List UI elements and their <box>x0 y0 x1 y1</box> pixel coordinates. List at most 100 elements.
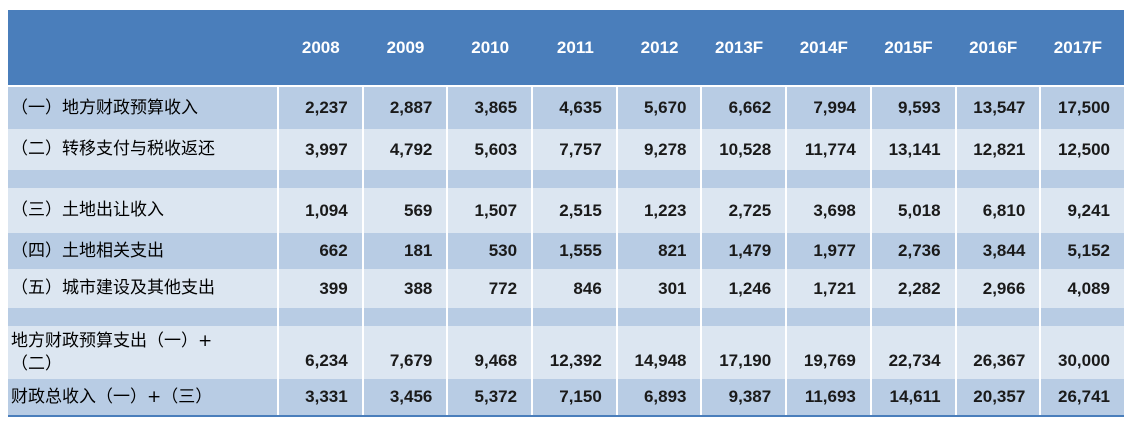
cell-value: 5,670 <box>615 87 701 129</box>
cell-value: 846 <box>531 269 616 308</box>
cell-value: 30,000 <box>1039 326 1124 379</box>
cell-value: 181 <box>361 233 447 269</box>
cell-value: 662 <box>277 233 362 269</box>
table-row: （三）土地出让收入 1,094 569 1,507 2,515 1,223 2,725 3,6… <box>8 188 1124 233</box>
cell-value: 5,018 <box>869 188 955 233</box>
cell-value: 12,392 <box>531 326 616 379</box>
cell-value <box>361 308 447 326</box>
cell-value: 14,611 <box>869 379 955 415</box>
cell-value <box>277 170 362 188</box>
cell-value: 7,994 <box>785 87 870 129</box>
cell-value: 4,089 <box>1039 269 1124 308</box>
cell-value: 399 <box>277 269 362 308</box>
cell-value: 7,679 <box>361 326 447 379</box>
cell-value: 17,500 <box>1039 87 1124 129</box>
cell-value: 17,190 <box>700 326 785 379</box>
cell-value: 301 <box>615 269 701 308</box>
cell-value: 12,821 <box>954 129 1040 170</box>
cell-value: 13,141 <box>869 129 955 170</box>
year-header: 2016F <box>969 37 1018 57</box>
year-header: 2015F <box>884 37 933 57</box>
cell-value <box>361 170 447 188</box>
spacer-row <box>8 308 1124 326</box>
cell-value: 3,865 <box>446 87 531 129</box>
cell-value: 9,593 <box>869 87 955 129</box>
fiscal-table: 2008 2009 2010 2011 2012 2013F 2014F 2015F 2016F… <box>8 10 1124 417</box>
cell-value: 11,774 <box>785 129 870 170</box>
year-header: 2011 <box>556 37 594 57</box>
cell-value: 19,769 <box>785 326 870 379</box>
cell-value <box>446 308 531 326</box>
cell-value: 20,357 <box>954 379 1040 415</box>
cell-value: 5,603 <box>446 129 531 170</box>
cell-value <box>785 170 870 188</box>
cell-value <box>615 170 701 188</box>
table-row: （五）城市建设及其他支出 399 388 772 846 301 1,246 1,721 2,2… <box>8 269 1124 308</box>
cell-value: 569 <box>361 188 447 233</box>
cell-value: 1,977 <box>785 233 870 269</box>
cell-value: 3,331 <box>277 379 362 415</box>
cell-value <box>446 170 531 188</box>
cell-value: 2,515 <box>531 188 616 233</box>
year-header: 2014F <box>799 37 848 57</box>
cell-value: 6,810 <box>954 188 1040 233</box>
cell-value <box>785 308 870 326</box>
cell-value: 9,278 <box>615 129 701 170</box>
year-header: 2008 <box>301 37 340 57</box>
cell-value: 3,456 <box>361 379 447 415</box>
row-label: （五）城市建设及其他支出 <box>11 278 215 299</box>
cell-value: 821 <box>615 233 701 269</box>
cell-value: 1,246 <box>700 269 785 308</box>
cell-value: 12,500 <box>1039 129 1124 170</box>
cell-value: 6,893 <box>615 379 701 415</box>
table-row: （二）转移支付与税收返还 3,997 4,792 5,603 7,757 9,278 10,… <box>8 129 1124 170</box>
cell-value: 3,844 <box>954 233 1040 269</box>
cell-value: 6,662 <box>700 87 785 129</box>
row-label: （一）地方财政预算收入 <box>11 97 198 118</box>
cell-value: 22,734 <box>869 326 955 379</box>
table-body: （一）地方财政预算收入 2,237 2,887 3,865 4,635 5,670 6,66… <box>8 87 1124 415</box>
corner-cell <box>8 10 277 85</box>
table-row: 财政总收入（一）+（三） 3,331 3,456 5,372 7,150 6,893 9,3… <box>8 379 1124 415</box>
cell-value: 4,635 <box>531 87 616 129</box>
cell-value: 530 <box>446 233 531 269</box>
cell-value: 1,479 <box>700 233 785 269</box>
cell-value: 9,241 <box>1039 188 1124 233</box>
header-row: 2008 2009 2010 2011 2012 2013F 2014F 2015F 2016F… <box>8 10 1124 87</box>
row-label: 财政总收入（一）+（三） <box>11 386 213 407</box>
year-header: 2010 <box>471 37 510 57</box>
cell-value <box>1039 308 1124 326</box>
year-header: 2009 <box>386 37 425 57</box>
year-header: 2017F <box>1053 37 1102 57</box>
cell-value: 2,725 <box>700 188 785 233</box>
cell-value: 5,372 <box>446 379 531 415</box>
cell-value: 1,094 <box>277 188 362 233</box>
cell-value: 14,948 <box>615 326 701 379</box>
cell-value: 772 <box>446 269 531 308</box>
table-row: （一）地方财政预算收入 2,237 2,887 3,865 4,635 5,670 6,66… <box>8 87 1124 129</box>
cell-value: 11,693 <box>785 379 870 415</box>
cell-value: 7,757 <box>531 129 616 170</box>
cell-value: 5,152 <box>1039 233 1124 269</box>
row-label <box>8 170 277 188</box>
cell-value: 1,223 <box>615 188 701 233</box>
row-label: （二）转移支付与税收返还 <box>11 139 215 160</box>
year-header: 2012 <box>640 37 679 57</box>
row-label <box>8 308 277 326</box>
cell-value: 3,997 <box>277 129 362 170</box>
cell-value <box>700 170 785 188</box>
row-label: （三）土地出让收入 <box>11 200 164 221</box>
cell-value: 1,555 <box>531 233 616 269</box>
cell-value: 9,468 <box>446 326 531 379</box>
cell-value: 1,507 <box>446 188 531 233</box>
cell-value: 2,282 <box>869 269 955 308</box>
cell-value: 2,966 <box>954 269 1040 308</box>
cell-value: 26,367 <box>954 326 1040 379</box>
row-label: （四）土地相关支出 <box>11 240 164 261</box>
row-label: 地方财政预算支出（一）+ （二） <box>11 331 213 374</box>
cell-value <box>869 308 955 326</box>
cell-value: 10,528 <box>700 129 785 170</box>
cell-value <box>954 170 1040 188</box>
cell-value <box>700 308 785 326</box>
